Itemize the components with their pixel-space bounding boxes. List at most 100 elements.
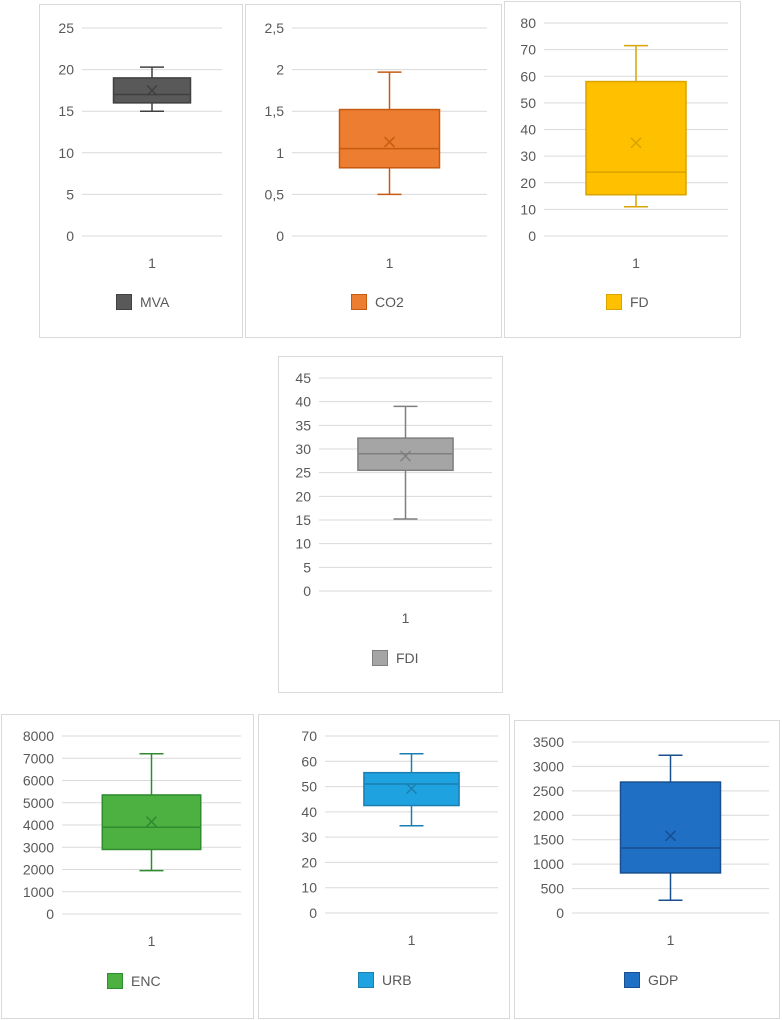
urb-legend-swatch [358,972,374,988]
fd-y-tick-label: 60 [520,68,536,84]
gdp-plot-area: 0 500 1000 1500 2000 2500 3000 3500 1 [533,734,769,948]
gdp-y-tick-label: 2000 [533,807,564,823]
enc-y-tick-label: 4000 [23,817,54,833]
fd-y-tick-label: 30 [520,148,536,164]
fdi-y-tick-label: 30 [295,441,311,457]
urb-plot-area: 0 10 20 30 40 50 60 70 1 [301,728,498,948]
co2-legend: CO2 [351,294,404,310]
fd-plot-area: 0 10 20 30 40 50 60 70 80 1 [520,15,728,271]
mva-boxplot-panel: 0 5 10 15 20 25 1 MVA [39,4,243,338]
fd-box [585,80,687,196]
enc-y-tick-label: 3000 [23,839,54,855]
fd-y-tick-label: 50 [520,95,536,111]
fd-legend: FD [606,294,649,310]
mva-plot-area: 0 5 10 15 20 25 1 [58,20,222,271]
fd-x-category-label: 1 [632,255,640,271]
co2-y-tick-label: 1,5 [265,103,285,119]
co2-y-tick-label: 1 [276,145,284,161]
gdp-boxplot-panel: 0 500 1000 1500 2000 2500 3000 3500 1 GDP [514,720,780,1019]
enc-y-tick-label: 0 [46,906,54,922]
gdp-y-tick-label: 1500 [533,832,564,848]
urb-mean-marker [405,783,418,795]
urb-y-tick-label: 0 [309,905,317,921]
mva-y-tick-label: 0 [66,228,74,244]
fdi-y-tick-label: 0 [303,583,311,599]
co2-plot-area: 0 0,5 1 1,5 2 2,5 1 [265,20,487,271]
enc-x-category-label: 1 [148,933,156,949]
gdp-y-tick-label: 2500 [533,783,564,799]
urb-y-tick-label: 30 [301,829,317,845]
mva-legend-label: MVA [140,294,170,310]
co2-y-tick-label: 2 [276,62,284,78]
mva-y-tick-label: 15 [58,103,74,119]
fd-mean-marker [630,137,642,149]
enc-plot-area: 0 1000 2000 3000 4000 5000 6000 7000 8000 1 [23,728,241,949]
fdi-legend: FDI [372,650,419,666]
enc-y-tick-label: 1000 [23,884,54,900]
enc-y-tick-label: 2000 [23,862,54,878]
fd-legend-label: FD [630,294,649,310]
urb-y-tick-label: 10 [301,880,317,896]
gdp-y-tick-label: 3000 [533,758,564,774]
fd-y-tick-label: 80 [520,15,536,31]
enc-legend: ENC [107,973,161,989]
fdi-legend-label: FDI [396,650,419,666]
fdi-mean-marker [399,450,412,462]
fd-legend-swatch [606,294,622,310]
co2-box [338,108,441,169]
fdi-y-tick-label: 5 [303,559,311,575]
mva-y-tick-label: 20 [58,62,74,78]
urb-legend: URB [358,972,412,988]
mva-y-tick-label: 25 [58,20,74,36]
co2-boxplot-panel: 0 0,5 1 1,5 2 2,5 1 CO2 [245,4,502,338]
fdi-y-tick-label: 40 [295,394,311,410]
mva-x-category-label: 1 [148,255,156,271]
gdp-legend-label: GDP [648,972,679,988]
fdi-y-tick-label: 45 [295,370,311,386]
mva-legend: MVA [116,294,169,310]
fdi-plot-area: 0 5 10 15 20 25 30 35 40 45 1 [295,370,492,626]
co2-y-tick-label: 0,5 [265,186,285,202]
gdp-mean-marker [664,830,677,842]
fdi-y-tick-label: 25 [295,465,311,481]
mva-y-tick-label: 10 [58,145,74,161]
enc-y-tick-label: 8000 [23,728,54,744]
mva-y-tick-label: 5 [66,186,74,202]
fd-boxplot-panel: 0 10 20 30 40 50 60 70 80 1 FD [504,1,741,338]
gdp-y-tick-label: 1000 [533,856,564,872]
fdi-x-category-label: 1 [402,610,410,626]
urb-y-tick-label: 50 [301,779,317,795]
fdi-y-tick-label: 35 [295,417,311,433]
co2-y-tick-label: 2,5 [265,20,285,36]
urb-y-tick-label: 70 [301,728,317,744]
gdp-box [619,781,722,874]
urb-legend-label: URB [382,972,412,988]
gdp-y-tick-label: 500 [541,881,565,897]
enc-y-tick-label: 7000 [23,750,54,766]
fdi-y-tick-label: 15 [295,512,311,528]
enc-mean-marker [145,816,158,828]
urb-x-category-label: 1 [408,932,416,948]
fd-y-tick-label: 10 [520,201,536,217]
enc-y-tick-label: 5000 [23,795,54,811]
fdi-y-tick-label: 10 [295,536,311,552]
enc-boxplot-panel: 0 1000 2000 3000 4000 5000 6000 7000 8000 1 ENC [1,714,254,1019]
fd-y-tick-label: 40 [520,122,536,138]
enc-y-tick-label: 6000 [23,773,54,789]
co2-y-tick-label: 0 [276,228,284,244]
enc-legend-label: ENC [131,973,161,989]
fdi-legend-swatch [372,650,388,666]
co2-x-category-label: 1 [386,255,394,271]
fd-y-tick-label: 20 [520,175,536,191]
gdp-x-category-label: 1 [667,932,675,948]
urb-boxplot-panel: 0 10 20 30 40 50 60 70 1 URB [258,714,510,1019]
co2-mean-marker [383,136,396,148]
gdp-y-tick-label: 3500 [533,734,564,750]
enc-legend-swatch [107,973,123,989]
mva-mean-marker [146,84,158,96]
urb-y-tick-label: 20 [301,854,317,870]
mva-legend-swatch [116,294,132,310]
fd-y-tick-label: 0 [528,228,536,244]
co2-legend-label: CO2 [375,294,404,310]
co2-legend-swatch [351,294,367,310]
